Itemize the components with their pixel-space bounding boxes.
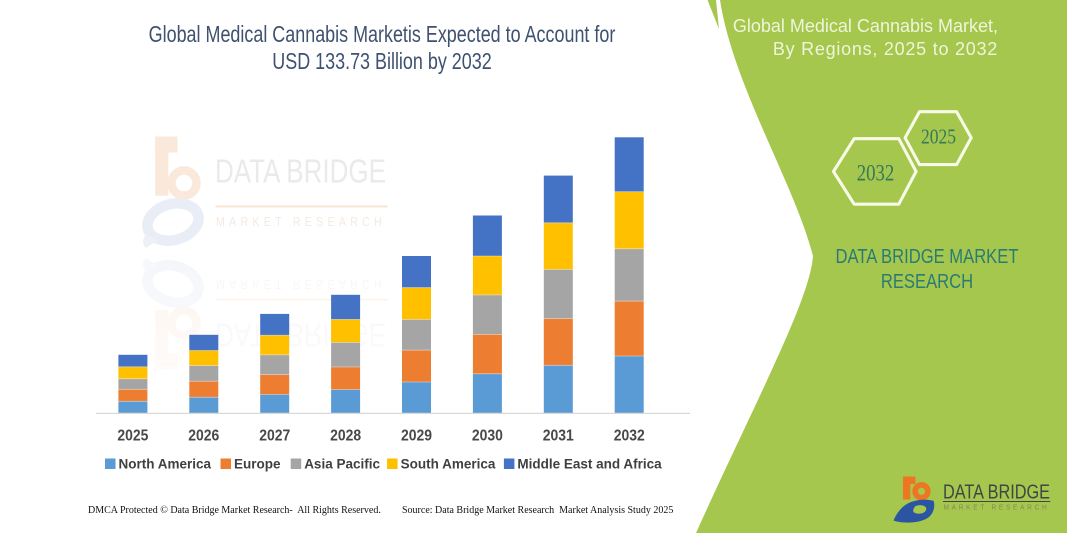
svg-text:2032: 2032 xyxy=(857,161,895,186)
svg-text:MARKET RESEARCH: MARKET RESEARCH xyxy=(944,503,1050,512)
svg-text:2029: 2029 xyxy=(401,428,432,445)
svg-text:2025: 2025 xyxy=(921,125,956,149)
svg-text:Middle East and Africa: Middle East and Africa xyxy=(517,457,662,472)
svg-text:MARKET RESEARCH: MARKET RESEARCH xyxy=(216,215,386,229)
svg-text:2027: 2027 xyxy=(259,428,290,445)
svg-text:2028: 2028 xyxy=(330,428,361,445)
svg-text:Asia Pacific: Asia Pacific xyxy=(304,457,380,472)
svg-text:2032: 2032 xyxy=(614,428,645,445)
svg-text:North America: North America xyxy=(119,457,212,472)
svg-text:2025: 2025 xyxy=(117,428,148,445)
svg-text:2026: 2026 xyxy=(188,428,219,445)
svg-text:DATA BRIDGE: DATA BRIDGE xyxy=(215,153,386,190)
svg-text:2030: 2030 xyxy=(472,428,503,445)
svg-text:South America: South America xyxy=(401,457,496,472)
svg-text:DATA BRIDGE: DATA BRIDGE xyxy=(943,481,1050,504)
svg-text:Europe: Europe xyxy=(234,457,281,472)
svg-text:2031: 2031 xyxy=(543,428,574,445)
